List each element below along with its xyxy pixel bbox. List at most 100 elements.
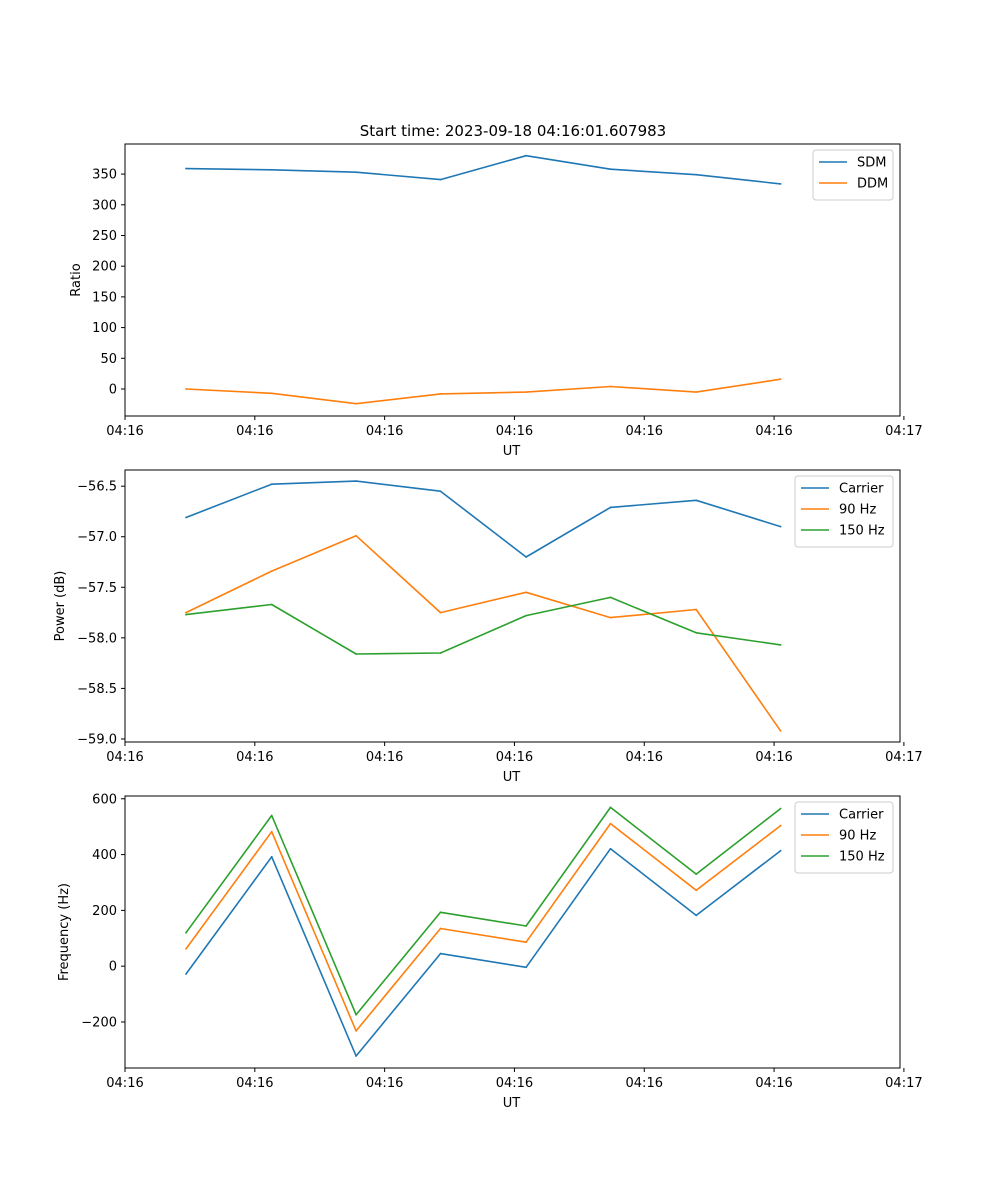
frequency-panel: 04:16 04:16 04:16 04:16 04:16 04:16 04:17 −200 0… [57, 792, 923, 1111]
y-tick-label: −56.5 [77, 480, 117, 495]
legend-label: 90 Hz [839, 829, 876, 844]
x-tick-label: 04:16 [106, 750, 143, 765]
data-point [185, 973, 187, 975]
data-point [525, 614, 528, 617]
series-line-carrier [185, 480, 781, 558]
x-tick-label: 04:16 [106, 424, 143, 439]
data-point [609, 506, 612, 509]
data-point [779, 807, 782, 810]
y-tick-label: 0 [109, 960, 117, 975]
data-point [185, 611, 187, 614]
data-point [525, 556, 528, 558]
data-point [270, 814, 273, 817]
ratio-legend: SDM DDM [812, 149, 894, 201]
y-tick-label: −58.5 [77, 682, 117, 697]
data-point [355, 1013, 357, 1016]
data-point [185, 167, 187, 170]
frequency-legend: Carrier 90 Hz 150 Hz [794, 801, 894, 874]
y-tick-label: −200 [81, 1015, 117, 1030]
x-tick-label: 04:16 [366, 1076, 403, 1091]
x-tick-label: 04:17 [885, 1076, 922, 1091]
legend-label: 150 Hz [839, 850, 885, 865]
ratio-x-axis-label: UT [503, 444, 521, 459]
data-point [439, 952, 442, 955]
power-x-axis-label: UT [503, 770, 521, 785]
data-point [525, 941, 528, 944]
data-point [439, 652, 442, 654]
x-tick-label: 04:16 [496, 424, 533, 439]
data-point [355, 1055, 357, 1057]
x-tick-label: 04:16 [236, 1076, 273, 1091]
data-point [695, 914, 698, 917]
data-point [270, 483, 273, 486]
legend-label: 150 Hz [839, 524, 885, 539]
data-point [355, 534, 357, 537]
data-point [609, 847, 612, 850]
x-tick-label: 04:17 [885, 750, 922, 765]
data-point [609, 596, 612, 599]
y-tick-label: 250 [92, 229, 117, 244]
data-point [185, 516, 187, 519]
data-point [695, 173, 698, 176]
y-tick-label: −57.5 [77, 581, 117, 596]
data-point [695, 391, 698, 393]
y-tick-label: 50 [100, 352, 117, 367]
legend-label: SDM [857, 156, 886, 171]
power-legend: Carrier 90 Hz 150 Hz [794, 475, 894, 548]
data-point [439, 392, 442, 395]
data-point [779, 644, 782, 646]
x-tick-label: 04:16 [236, 750, 273, 765]
legend-label: Carrier [839, 482, 884, 497]
y-tick-label: 100 [92, 321, 117, 336]
y-tick-label: −59.0 [77, 732, 117, 747]
data-point [695, 889, 698, 892]
power-panel: 04:16 04:16 04:16 04:16 04:16 04:16 04:17 −59.0… [53, 469, 923, 785]
data-point [779, 729, 782, 732]
legend-label: 90 Hz [839, 503, 876, 518]
x-tick-label: 04:16 [236, 424, 273, 439]
frequency-x-axis-label: UT [503, 1096, 521, 1111]
data-point [609, 616, 612, 619]
y-tick-label: 400 [92, 848, 117, 863]
data-point [609, 822, 612, 825]
power-y-axis-label: Power (dB) [53, 571, 68, 642]
y-tick-label: 0 [109, 382, 117, 397]
data-point [270, 392, 273, 395]
data-point [525, 591, 528, 594]
data-point [779, 849, 782, 852]
x-tick-label: 04:16 [496, 750, 533, 765]
series-line-ddm [185, 378, 781, 405]
data-point [525, 966, 528, 969]
axes-frame [124, 143, 901, 417]
data-point [779, 183, 782, 185]
series-line-90-hz [185, 822, 782, 1032]
x-tick-label: 04:16 [626, 1076, 663, 1091]
y-tick-label: 200 [92, 904, 117, 919]
series-line-150-hz [185, 596, 781, 655]
data-point [270, 855, 273, 858]
data-point [355, 171, 357, 174]
axes-frame [124, 795, 901, 1069]
series-line-150-hz [185, 806, 782, 1016]
data-point [355, 1029, 357, 1032]
data-point [609, 168, 612, 171]
data-point [439, 911, 442, 914]
x-tick-label: 04:16 [626, 424, 663, 439]
data-point [439, 927, 442, 930]
ratio-panel: 04:16 04:16 04:16 04:16 04:16 04:16 04:17 0 50 10… [69, 143, 923, 459]
data-point [695, 499, 698, 502]
y-tick-label: −57.0 [77, 530, 117, 545]
series-line-carrier [185, 847, 782, 1057]
x-tick-label: 04:16 [366, 424, 403, 439]
data-point [270, 570, 273, 573]
data-point [695, 873, 698, 876]
y-tick-label: 150 [92, 290, 117, 305]
data-point [355, 402, 357, 405]
data-point [439, 178, 442, 181]
series-line-90-hz [185, 534, 782, 732]
frequency-y-axis-label: Frequency (Hz) [57, 883, 72, 981]
data-point [185, 613, 187, 616]
data-point [525, 925, 528, 927]
data-point [355, 480, 357, 483]
